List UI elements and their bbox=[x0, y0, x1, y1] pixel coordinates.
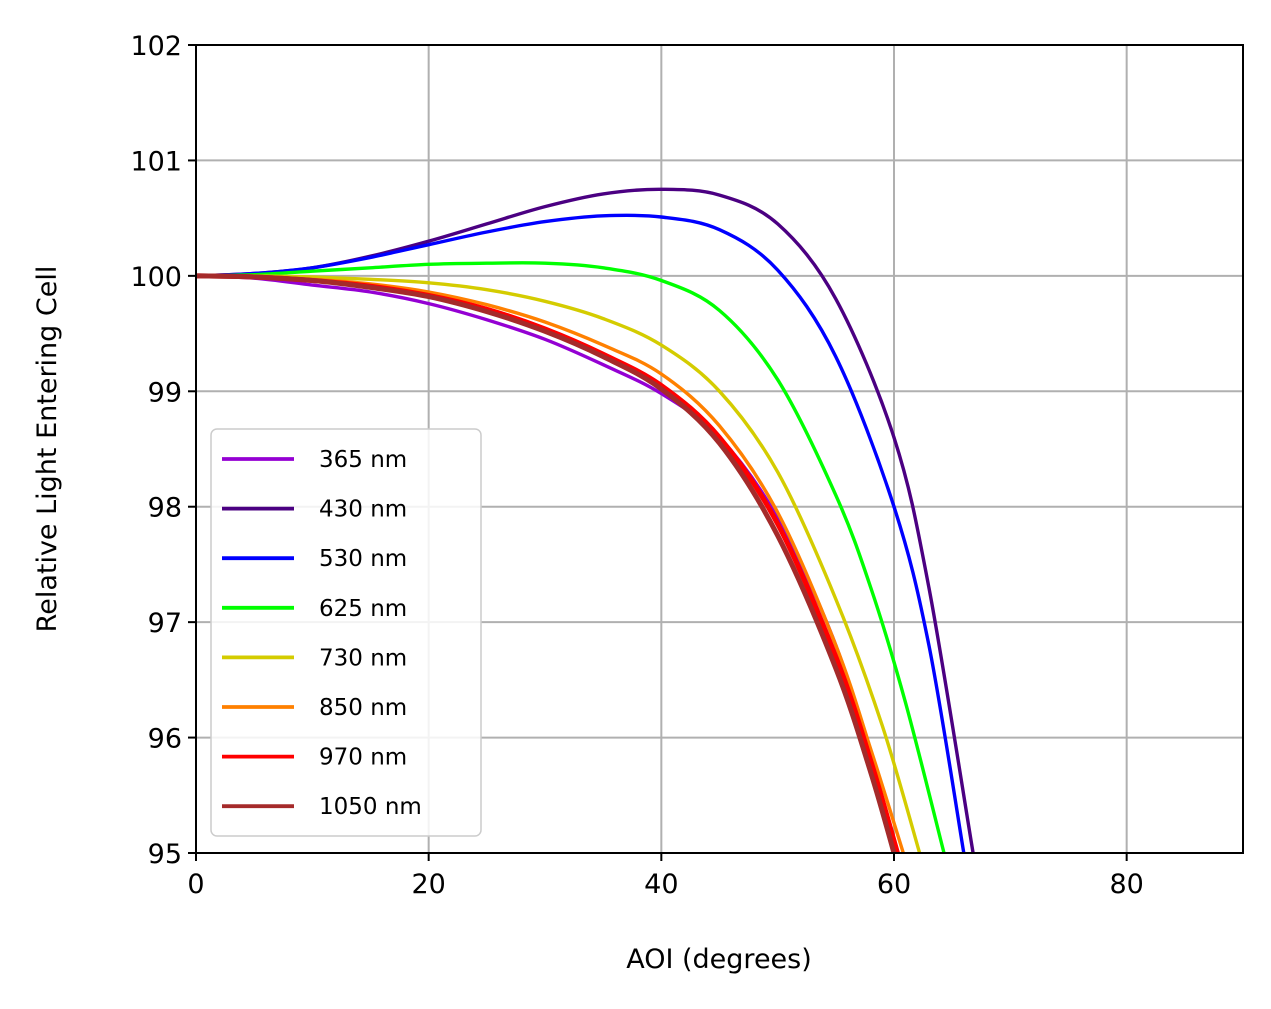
y-tick-label: 100 bbox=[130, 262, 182, 293]
legend: 365 nm 430 nm 530 nm 625 nm 730 nm 850 nm 970 … bbox=[210, 428, 482, 837]
y-tick-label: 96 bbox=[148, 724, 182, 755]
series-lines bbox=[196, 187, 975, 853]
y-tick-label: 97 bbox=[148, 608, 182, 639]
legend-label: 850 nm bbox=[319, 695, 407, 721]
legend-label: 625 nm bbox=[319, 596, 407, 622]
legend-label: 1050 nm bbox=[319, 794, 422, 820]
x-axis-title: AOI (degrees) bbox=[626, 944, 812, 975]
y-tick-label: 101 bbox=[130, 146, 182, 177]
legend-label: 530 nm bbox=[319, 546, 407, 572]
y-tick-label: 99 bbox=[148, 377, 182, 408]
series-line-1050-nm bbox=[196, 273, 897, 853]
axis-ticks: 0 20 40 60 80 95 96 97 98 99 100 101 102 bbox=[130, 31, 1143, 900]
series-line-730-nm bbox=[196, 274, 922, 853]
x-tick-label: 40 bbox=[644, 869, 678, 900]
y-tick-label: 98 bbox=[148, 493, 182, 524]
x-tick-label: 0 bbox=[187, 869, 204, 900]
plot-frame bbox=[195, 44, 1244, 854]
y-axis-title: Relative Light Entering Cell bbox=[32, 266, 63, 633]
legend-label: 970 nm bbox=[319, 745, 407, 771]
legend-box bbox=[210, 428, 482, 837]
legend-label: 365 nm bbox=[319, 447, 407, 473]
series-line-625-nm bbox=[196, 261, 946, 853]
legend-label: 430 nm bbox=[319, 497, 407, 523]
legend-label: 730 nm bbox=[319, 645, 407, 671]
x-tick-label: 80 bbox=[1109, 869, 1143, 900]
x-tick-label: 20 bbox=[411, 869, 445, 900]
y-tick-label: 95 bbox=[148, 839, 182, 870]
y-tick-label: 102 bbox=[130, 31, 182, 62]
series-line-530-nm bbox=[196, 213, 966, 853]
x-tick-label: 60 bbox=[877, 869, 911, 900]
